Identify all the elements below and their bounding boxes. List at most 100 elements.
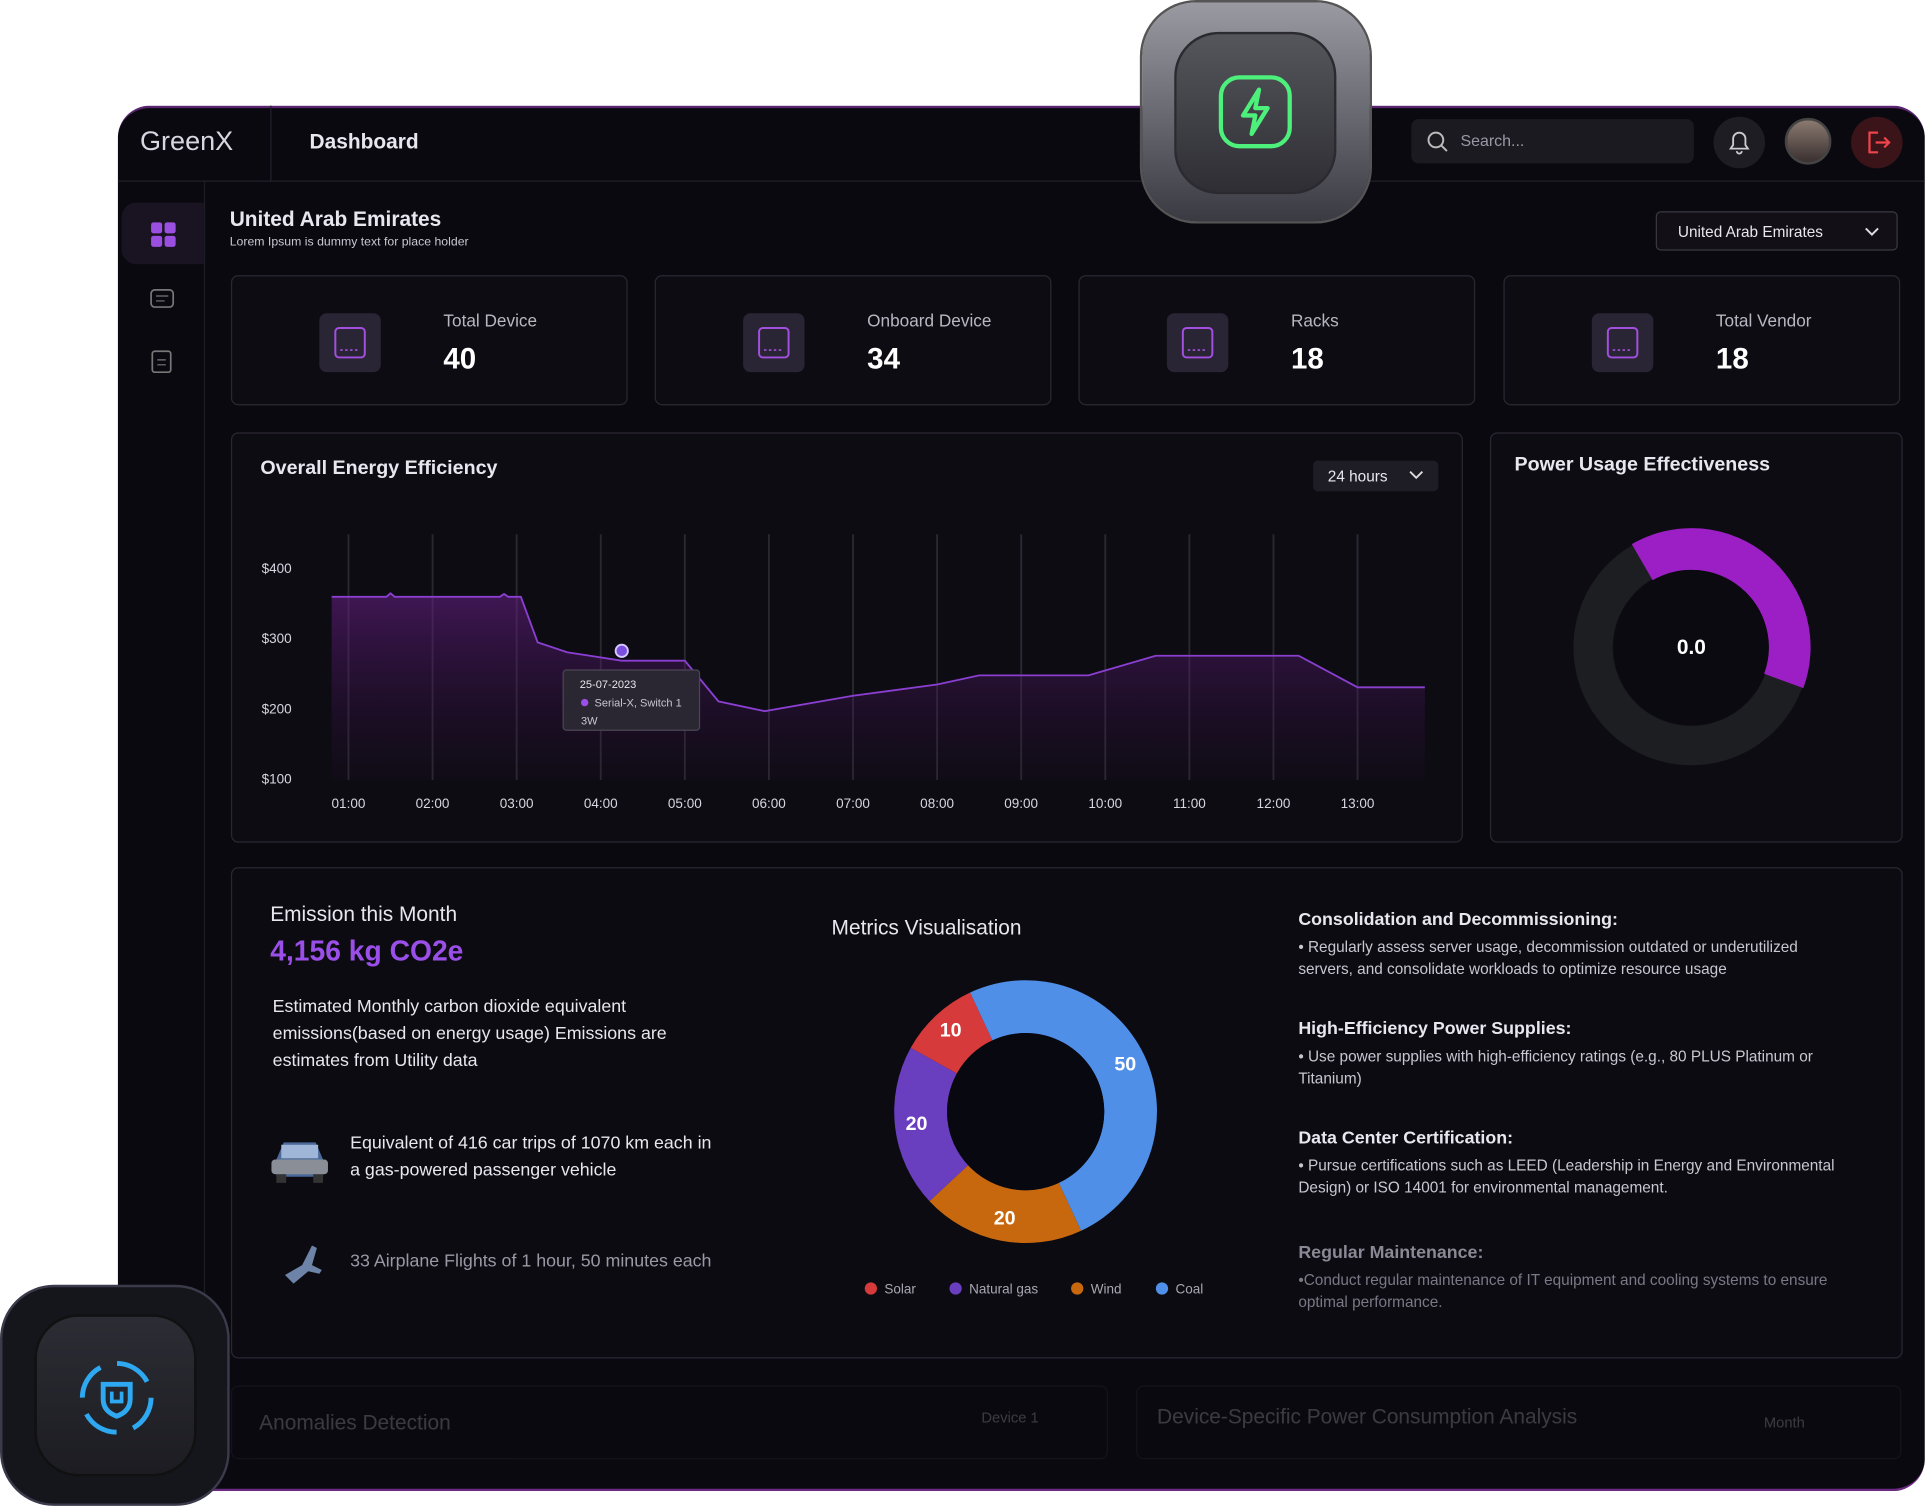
tip-text: •Conduct regular maintenance of IT equip… [1298, 1271, 1828, 1311]
logout-button[interactable] [1851, 116, 1903, 169]
car-equivalent: Equivalent of 416 car trips of 1070 km e… [350, 1133, 712, 1181]
logout-icon [1868, 131, 1891, 154]
x-tick-label: 08:00 [920, 796, 954, 811]
page-title: Dashboard [309, 130, 419, 154]
location-select-label: United Arab Emirates [1677, 223, 1823, 241]
line [331, 592, 1425, 713]
stat-icon [1591, 313, 1654, 373]
anomalies-select[interactable]: Device 1 [981, 1408, 1039, 1427]
legend-swatch [864, 1282, 878, 1295]
stat-label: Total Vendor [1715, 310, 1812, 331]
pue-value: 0.0 [1677, 636, 1706, 659]
badge-inner [34, 1314, 197, 1477]
location-subtitle: Lorem Ipsum is dummy text for place hold… [229, 235, 469, 250]
x-tick-label: 04:00 [584, 796, 618, 811]
stat-card: Onboard Device 34 [654, 275, 1052, 406]
logo[interactable]: GreenX [140, 125, 234, 156]
x-tick-label: 03:00 [500, 796, 534, 811]
stat-icon [319, 313, 381, 373]
slice-label: 10 [940, 1019, 962, 1041]
tip-title: Consolidation and Decommissioning: [1298, 910, 1618, 930]
lightning-icon [1218, 75, 1292, 149]
tip-text: • Use power supplies with high-efficienc… [1298, 1047, 1813, 1088]
header-divider [117, 180, 1925, 182]
x-tick-label: 09:00 [1004, 796, 1038, 811]
legend-label: Coal [1175, 1281, 1203, 1296]
nav-active[interactable] [121, 202, 204, 265]
tip-title: High-Efficiency Power Supplies: [1298, 1019, 1572, 1040]
badge-inner [1174, 31, 1337, 195]
x-tick-label: 07:00 [836, 796, 870, 811]
y-tick-label: $200 [262, 701, 292, 716]
stat-label: Onboard Device [867, 310, 992, 331]
tip-title: Regular Maintenance: [1298, 1243, 1484, 1263]
legend-label: Natural gas [969, 1281, 1038, 1296]
legend-swatch [949, 1282, 962, 1295]
power-title: Device-Specific Power Consumption Analys… [1157, 1405, 1578, 1429]
energy-badge [1142, 2, 1370, 222]
power-select[interactable]: Month [1763, 1413, 1805, 1431]
anomalies-title: Anomalies Detection [259, 1411, 451, 1435]
tooltip-reading: 3W [580, 714, 598, 728]
chevron [1409, 471, 1424, 480]
stat-icon [1166, 313, 1229, 373]
stat-label: Racks [1290, 310, 1339, 331]
stat-value: 34 [867, 342, 900, 376]
pue-gauge: 0.0 [1573, 528, 1811, 766]
x-tick-label: 11:00 [1173, 796, 1206, 811]
power-panel: Device-Specific Power Consumption Analys… [1136, 1385, 1902, 1460]
pie-slice [910, 992, 993, 1074]
donut-hole [947, 1033, 1105, 1191]
tooltip-dot [580, 698, 589, 707]
stat-card: Total Device 40 [230, 275, 628, 406]
stat-value: 40 [443, 342, 477, 376]
x-tick-label: 06:00 [752, 796, 786, 811]
stat-label: Total Device [443, 310, 538, 331]
anomalies-panel: Anomalies Detection Device 1 [230, 1385, 1108, 1460]
hover-point [614, 643, 629, 658]
stat-icon [743, 313, 805, 373]
stat-glyph [758, 326, 790, 359]
energy-title: Overall Energy Efficiency [260, 458, 498, 480]
notification-button[interactable] [1713, 116, 1766, 169]
shield-icon [79, 1360, 154, 1435]
x-tick-label: 12:00 [1257, 796, 1291, 811]
metrics-title: Metrics Visualisation [831, 916, 1022, 940]
search-box[interactable]: Search... [1411, 119, 1694, 164]
tooltip-date: 25-07-2023 [579, 678, 637, 691]
pie-slice [929, 1165, 1082, 1244]
tip-text: • Pursue certifications such as LEED (Le… [1298, 1157, 1835, 1197]
airplane-icon [284, 1245, 322, 1284]
x-tick-label: 05:00 [668, 796, 702, 811]
x-tick-label: 02:00 [416, 796, 450, 811]
stat-glyph [1181, 326, 1214, 359]
tooltip-device: Serial-X, Switch 1 [594, 696, 682, 709]
stat-glyph [334, 326, 366, 359]
emission-description: Estimated Monthly carbon dioxide equival… [272, 997, 667, 1072]
range-select-label: 24 hours [1327, 467, 1388, 486]
x-tick-label: 10:00 [1088, 796, 1122, 811]
area [331, 593, 1425, 780]
emission-title: Emission this Month [270, 902, 458, 927]
bell-icon [1728, 131, 1750, 155]
logo-divider [270, 105, 272, 181]
x-tick-label: 13:00 [1341, 796, 1375, 811]
emission-amount: 4,156 kg CO2e [270, 934, 464, 967]
x-tick-label: 01:00 [332, 796, 366, 811]
stat-card: Racks 18 [1078, 275, 1476, 406]
range-select[interactable]: 24 hours [1313, 460, 1439, 492]
sidebar-divider [203, 180, 206, 1492]
tip-text: • Regularly assess server usage, decommi… [1298, 938, 1798, 978]
nav-icons[interactable] [147, 286, 176, 374]
stat-value: 18 [1290, 342, 1324, 376]
location-select[interactable]: United Arab Emirates [1655, 211, 1898, 251]
avatar[interactable] [1784, 117, 1832, 165]
dashboard-icon [151, 222, 176, 247]
legend-swatch [1071, 1282, 1084, 1295]
y-tick-label: $100 [262, 772, 292, 787]
chevron [1865, 227, 1879, 236]
search-placeholder: Search... [1460, 131, 1525, 150]
